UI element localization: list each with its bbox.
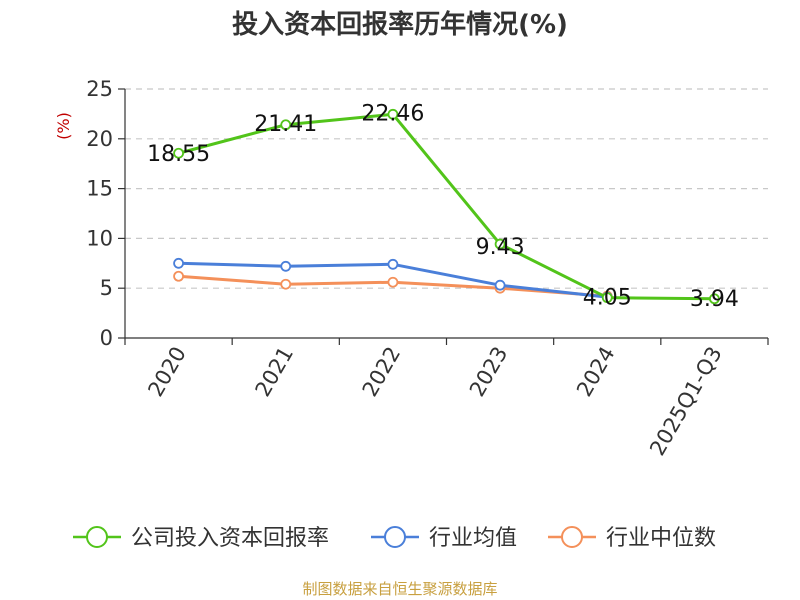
data-label: 4.05: [583, 286, 632, 311]
legend-item[interactable]: 行业中位数: [548, 526, 716, 551]
x-tick-label: 2024: [572, 343, 620, 401]
data-point: [387, 276, 399, 288]
x-tick-label: 2022: [358, 343, 406, 401]
data-label: 22.46: [361, 101, 424, 126]
y-axis-label: (%): [54, 112, 73, 140]
x-tick-label: 2023: [465, 343, 513, 401]
legend-marker: [561, 526, 583, 548]
data-point: [173, 270, 184, 282]
data-label: 21.41: [254, 112, 317, 137]
data-point: [494, 279, 506, 291]
series-line: [178, 112, 715, 301]
y-tick-labels: 0 5 10 15 20 25: [86, 77, 113, 350]
legend-label: 公司投入资本回报率: [131, 526, 329, 551]
gridlines: [125, 88, 768, 289]
y-tick-label: 10: [86, 226, 113, 250]
data-point: [280, 260, 292, 272]
data-point: [280, 119, 292, 131]
axes: [118, 88, 769, 345]
data-point: [387, 258, 399, 270]
x-tick-labels: 2020 2021 2022 2023 2024 2025Q1-Q3: [143, 343, 726, 460]
data-label: 3.94: [690, 287, 739, 312]
data-labels: 18.55 21.41 22.46 9.43 4.05 3.94: [147, 101, 739, 311]
data-point: [173, 257, 184, 269]
data-point: [494, 238, 506, 250]
legend-label: 行业均值: [429, 526, 517, 551]
legend-item[interactable]: 行业均值: [371, 526, 517, 551]
data-point: [601, 292, 613, 304]
legend-marker: [86, 526, 108, 548]
y-tick-label: 0: [100, 326, 113, 350]
source-note: 制图数据来自恒生聚源数据库: [302, 580, 497, 598]
legend[interactable]: 公司投入资本回报率 行业均值 行业中位数: [73, 526, 716, 551]
data-label: 9.43: [476, 235, 525, 260]
legend-label: 行业中位数: [606, 526, 716, 551]
y-tick-label: 20: [86, 127, 113, 151]
series-lines: [173, 108, 720, 305]
data-point: [173, 147, 184, 159]
legend-item[interactable]: 公司投入资本回报率: [73, 526, 329, 551]
legend-marker: [384, 526, 406, 548]
chart-title: 投入资本回报率历年情况(%): [232, 9, 568, 40]
y-tick-label: 15: [86, 177, 113, 201]
data-label: 18.55: [147, 142, 210, 167]
data-point: [280, 278, 292, 290]
x-tick-label: 2021: [251, 343, 299, 401]
data-point: [387, 108, 399, 120]
x-tick-label: 2025Q1-Q3: [645, 343, 727, 460]
data-point: [709, 293, 720, 305]
y-tick-label: 5: [100, 276, 113, 300]
y-tick-label: 25: [86, 77, 113, 101]
x-tick-label: 2020: [143, 343, 191, 401]
